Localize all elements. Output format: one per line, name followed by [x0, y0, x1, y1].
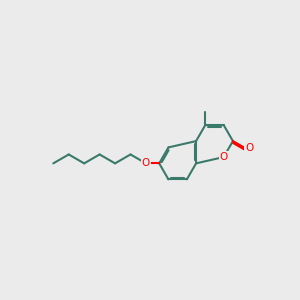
Text: O: O — [142, 158, 150, 168]
Text: O: O — [245, 143, 254, 153]
Text: O: O — [220, 152, 228, 162]
